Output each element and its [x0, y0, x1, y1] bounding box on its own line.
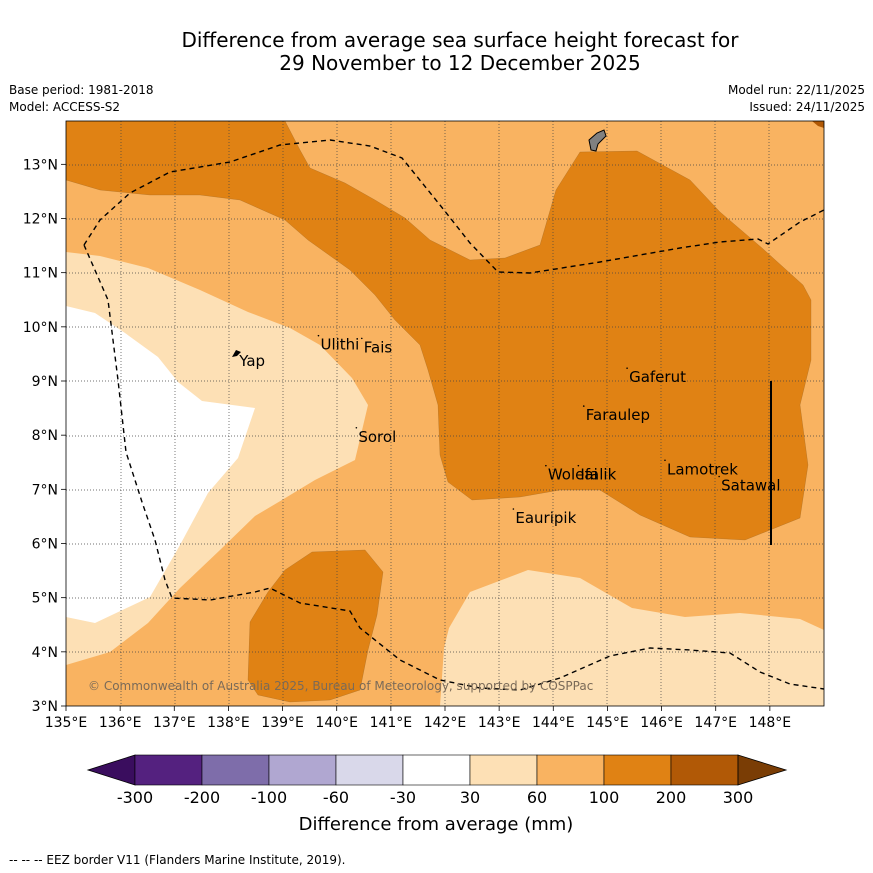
- place-marker: [355, 426, 358, 429]
- lon-tick-label: 138°E: [207, 715, 250, 731]
- place-marker: [545, 464, 547, 467]
- colorbar-tick-label: -200: [184, 788, 220, 807]
- colorbar-bin: [402, 754, 471, 786]
- gridlines: [66, 121, 824, 706]
- place-marker: [317, 334, 320, 337]
- place-label: Faraulep: [586, 406, 650, 424]
- colorbar: Difference from average (mm) -300 -200 -10…: [86, 754, 788, 835]
- place-marker: [512, 508, 515, 510]
- model-name: Model: ACCESS-S2: [9, 100, 121, 114]
- contour-30-60-south: [440, 570, 824, 706]
- lon-tick-label: 143°E: [478, 715, 521, 731]
- lat-tick-label: 3°N: [32, 699, 58, 715]
- colorbar-tick-label: 300: [723, 788, 754, 807]
- place-label: Sorol: [358, 428, 396, 446]
- lat-tick-label: 4°N: [32, 645, 58, 661]
- lon-tick-label: 135°E: [45, 715, 88, 731]
- colorbar-bin: [536, 754, 605, 786]
- lon-tick-label: 141°E: [370, 715, 413, 731]
- lon-tick-label: 139°E: [261, 715, 304, 731]
- lon-tick-label: 137°E: [153, 715, 196, 731]
- lat-tick-label: 10°N: [23, 320, 58, 336]
- contour-200-300-patch: [812, 121, 824, 128]
- lat-tick-label: 12°N: [23, 212, 58, 228]
- place-marker: [577, 464, 580, 467]
- axis-ticks: 135°E 136°E 137°E 138°E 139°E 140°E 141°E 142°E…: [23, 157, 791, 731]
- place-marker: [718, 475, 720, 478]
- colorbar-tick-label: -60: [323, 788, 349, 807]
- guam-island: [588, 129, 607, 152]
- base-period: Base period: 1981-2018: [9, 83, 154, 97]
- lat-tick-label: 13°N: [23, 157, 58, 173]
- contour-neutral: [66, 306, 255, 623]
- place-label: Yap: [238, 352, 265, 370]
- lat-tick-label: 9°N: [32, 374, 58, 390]
- place-marker: [582, 405, 585, 407]
- lon-tick-label: 145°E: [586, 715, 629, 731]
- contour-100-200-south: [248, 550, 383, 702]
- colorbar-low-extend: [86, 754, 136, 786]
- lon-tick-label: 147°E: [694, 715, 737, 731]
- lon-tick-label: 146°E: [640, 715, 683, 731]
- place-labels: Yap Ulithi Fais Sorol Gaferut Faraulep WoleaiI…: [236, 334, 781, 527]
- place-label: Lamotrek: [667, 460, 738, 478]
- title-line-1: Difference from average sea surface heig…: [181, 28, 739, 52]
- colorbar-label: Difference from average (mm): [299, 814, 574, 835]
- colorbar-tick-label: -30: [390, 788, 416, 807]
- colorbar-bin: [670, 754, 739, 786]
- contour-100-200-north: [66, 121, 811, 540]
- map-area: © Commonwealth of Australia 2025, Bureau…: [66, 121, 824, 706]
- lat-tick-label: 7°N: [32, 482, 58, 498]
- place-marker: [664, 459, 666, 462]
- place-marker: [236, 351, 239, 353]
- colorbar-bin: [134, 754, 203, 786]
- place-label: Ulithi: [320, 336, 359, 354]
- colorbar-tick-label: 100: [589, 788, 620, 807]
- lon-tick-label: 142°E: [424, 715, 467, 731]
- lat-tick-label: 8°N: [32, 428, 58, 444]
- place-label: Fais: [364, 338, 393, 356]
- issued-date: Issued: 24/11/2025: [749, 100, 865, 114]
- copyright-text: © Commonwealth of Australia 2025, Bureau…: [88, 679, 593, 693]
- colorbar-bin: [603, 754, 672, 786]
- place-marker: [360, 337, 363, 340]
- colorbar-tick-label: 60: [527, 788, 547, 807]
- colorbar-bin: [469, 754, 538, 786]
- place-label: Eauripik: [515, 509, 576, 527]
- colorbar-tick-label: -100: [251, 788, 287, 807]
- lon-tick-label: 136°E: [99, 715, 142, 731]
- place-label: Gaferut: [629, 368, 686, 386]
- colorbar-bin: [268, 754, 337, 786]
- lon-tick-label: 144°E: [532, 715, 575, 731]
- yap-island: [232, 350, 241, 357]
- eez-border: [83, 139, 824, 691]
- colorbar-bin: [335, 754, 404, 786]
- colorbar-bin: [201, 754, 270, 786]
- place-label: Satawal: [721, 477, 780, 495]
- lon-tick-label: 148°E: [749, 715, 792, 731]
- lat-tick-label: 5°N: [32, 591, 58, 607]
- place-label: Woleai: [548, 466, 598, 484]
- colorbar-tick-label: -300: [117, 788, 153, 807]
- place-marker: [626, 367, 628, 369]
- lat-tick-label: 6°N: [32, 537, 58, 553]
- lat-tick-label: 11°N: [23, 266, 58, 282]
- place-label: Ifalik: [580, 466, 616, 484]
- model-run: Model run: 22/11/2025: [727, 83, 865, 97]
- eez-footnote: -- -- -- EEZ border V11 (Flanders Marine…: [9, 853, 346, 867]
- colorbar-tick-label: 200: [656, 788, 687, 807]
- colorbar-high-extend: [737, 754, 788, 786]
- title-line-2: 29 November to 12 December 2025: [279, 51, 641, 75]
- lon-tick-label: 140°E: [315, 715, 358, 731]
- colorbar-tick-label: 30: [460, 788, 480, 807]
